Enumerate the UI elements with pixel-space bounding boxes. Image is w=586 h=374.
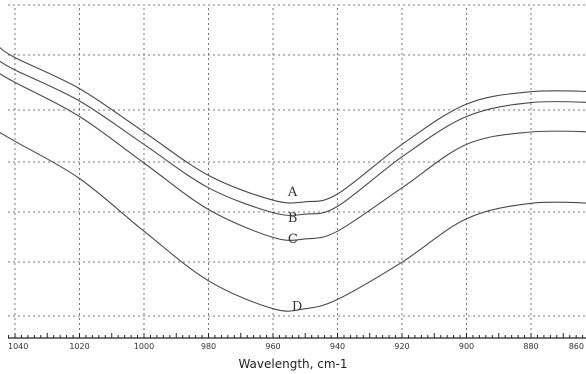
x-tick-label: 920 (394, 342, 409, 351)
x-tick-label: 900 (459, 342, 474, 351)
x-tick-label: 980 (201, 342, 216, 351)
series-line-b (0, 60, 586, 216)
curve-label-b: B (288, 211, 298, 226)
x-tick-label: 860 (569, 342, 584, 351)
curve-label-c: C (288, 232, 298, 247)
curve-label-a: A (287, 185, 298, 200)
x-axis-label: Wavelength, cm-1 (238, 357, 347, 371)
x-tick-labels: 1040 1020 1000 980 960 940 920 900 880 860 (8, 342, 584, 351)
series-line-a (0, 46, 586, 204)
grid (8, 4, 586, 338)
x-tick-label: 1020 (69, 342, 89, 351)
series-line-d (0, 132, 586, 312)
x-tick-label: 1040 (8, 342, 28, 351)
series-group (0, 46, 586, 312)
x-tick-label: 960 (265, 342, 280, 351)
curve-label-d: D (292, 300, 302, 315)
series-line-c (0, 73, 586, 241)
x-tick-label: 940 (330, 342, 345, 351)
curve-labels: ABC D (287, 185, 302, 315)
x-tick-label: 880 (523, 342, 538, 351)
x-tick-label: 1000 (134, 342, 154, 351)
axes (8, 333, 586, 339)
